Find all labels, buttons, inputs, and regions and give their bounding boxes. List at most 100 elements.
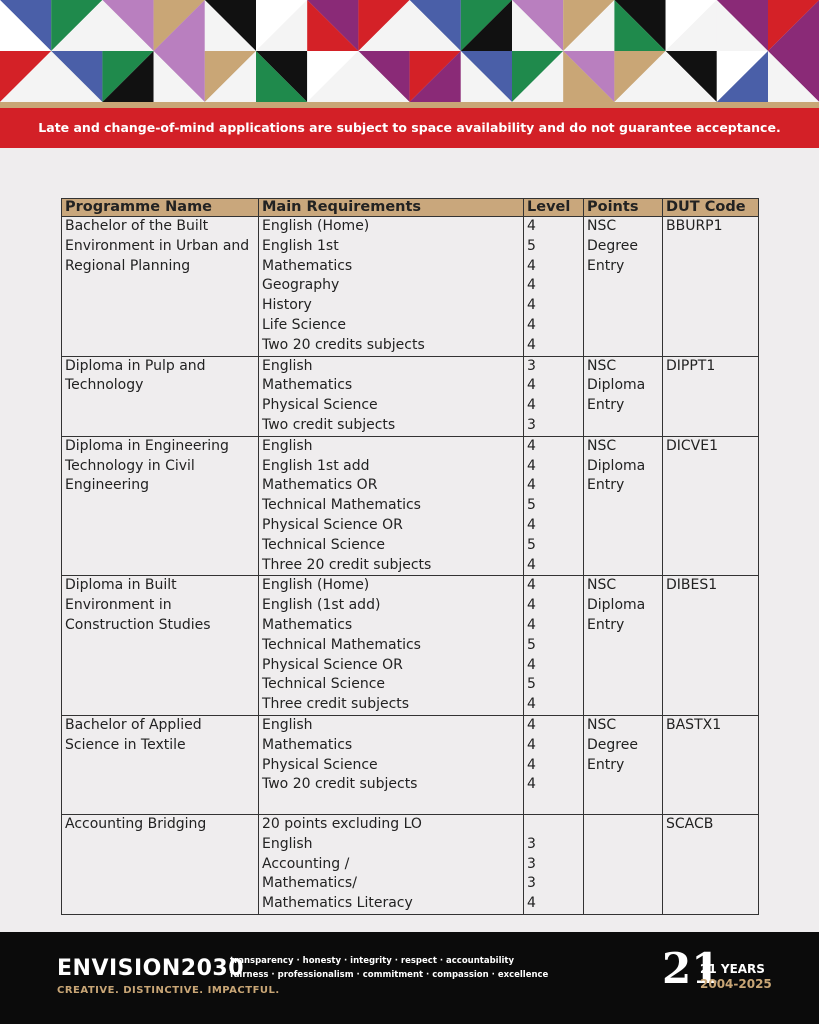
values-line: fairness · professionalism · commitment … (230, 970, 549, 980)
level: 4 (527, 397, 536, 414)
points: NSC Diploma Entry (583, 355, 663, 437)
triangle (512, 51, 564, 102)
requirement: English 1st add (262, 457, 370, 474)
banner-stripe (0, 102, 819, 108)
year-span: 2004-2025 (700, 977, 772, 991)
triangle (614, 51, 666, 102)
requirement: Mathematics (262, 377, 353, 394)
triangle (51, 0, 103, 51)
level: 4 (527, 297, 536, 314)
triangle (460, 0, 512, 51)
triangle (460, 51, 512, 102)
level: 4 (527, 716, 536, 733)
points (583, 813, 663, 915)
requirements-cell: English Mathematics Physical Science Two cr… (258, 355, 524, 437)
column-header: Level (523, 198, 584, 217)
requirement: English (262, 835, 313, 852)
table-row: Diploma in Built Environment in Construc… (61, 575, 759, 716)
column-header: Main Requirements (258, 198, 524, 217)
footer: ENVISION2030 transparency · honesty · in… (0, 932, 819, 1024)
level: 4 (527, 277, 536, 294)
level: 4 (527, 577, 536, 594)
level: 4 (527, 597, 536, 614)
triangle (307, 0, 359, 51)
points: NSC Degree Entry (583, 714, 663, 815)
requirement: Two 20 credits subjects (262, 336, 425, 353)
requirement: Accounting / (262, 855, 350, 872)
requirement: Mathematics/ (262, 875, 357, 892)
requirement: Mathematics Literacy (262, 895, 413, 912)
slogan: CREATIVE. DISTINCTIVE. IMPACTFUL. (57, 985, 280, 996)
table-row: Diploma in Engineering Technology in Civ… (61, 435, 759, 577)
level: 4 (527, 656, 536, 673)
triangle (153, 0, 205, 51)
dut-code: SCACB (662, 813, 759, 915)
level: 5 (527, 536, 536, 553)
level: 5 (527, 636, 536, 653)
column-header: DUT Code (662, 198, 759, 217)
triangle (256, 0, 308, 51)
level-cell: 3 4 4 3 (523, 355, 584, 437)
triangle (102, 51, 154, 102)
programme-name: Bachelor of the Built Environment in Urb… (61, 216, 259, 357)
triangle (512, 51, 564, 102)
banner-pattern (0, 0, 819, 102)
requirements-cell: English Mathematics Physical Science Two 20… (258, 714, 524, 815)
triangle (665, 51, 717, 102)
programme-name: Diploma in Pulp and Technology (61, 355, 259, 437)
triangle (51, 51, 103, 102)
requirement: Physical Science OR (262, 656, 403, 673)
triangle (0, 51, 52, 102)
values-line: transparency · honesty · integrity · res… (230, 956, 515, 966)
level: 4 (527, 756, 536, 773)
programme-name: Diploma in Engineering Technology in Civ… (61, 435, 259, 577)
triangle (204, 0, 256, 51)
dut-code: BASTX1 (662, 714, 759, 815)
requirements-cell: English (Home) English (1st add) Mathemati… (258, 575, 524, 716)
requirement: English (Home) (262, 218, 370, 234)
triangle (204, 51, 256, 102)
triangle (307, 0, 359, 51)
requirement: Technical Mathematics (262, 636, 421, 653)
requirement: Two 20 credit subjects (262, 776, 418, 793)
triangle (512, 0, 564, 51)
triangle (716, 51, 768, 102)
triangle (563, 0, 615, 51)
requirement: Two credit subjects (262, 416, 396, 433)
programme-name: Accounting Bridging (61, 813, 259, 915)
level: 3 (527, 416, 536, 433)
level-cell: 4 4 4 5 4 5 4 (523, 575, 584, 716)
triangle (409, 0, 461, 51)
triangle (102, 0, 154, 51)
triangle (204, 0, 256, 51)
requirement: Mathematics (262, 736, 353, 753)
triangle (153, 51, 205, 102)
points: NSC Diploma Entry (583, 575, 663, 716)
requirements-cell: 20 points excluding LO English Accounting … (258, 813, 524, 915)
table-row: Accounting Bridging 20 points excluding L… (61, 813, 759, 915)
triangle (409, 0, 461, 51)
requirement: English 1st (262, 237, 339, 254)
triangle (307, 51, 359, 102)
level: 5 (527, 497, 536, 514)
triangle (512, 0, 564, 51)
requirement: Mathematics OR (262, 477, 378, 494)
requirements-cell: English English 1st add Mathematics OR Tech… (258, 435, 524, 577)
triangle (768, 0, 819, 51)
requirement: English (262, 357, 313, 374)
requirement: English (1st add) (262, 597, 381, 614)
triangle (665, 51, 717, 102)
table-row: Diploma in Pulp and Technology English Mat… (61, 355, 759, 437)
level: 4 (527, 616, 536, 633)
level: 4 (527, 776, 536, 793)
requirement: Three credit subjects (262, 696, 410, 713)
requirement: Technical Mathematics (262, 497, 421, 514)
requirement: Life Science (262, 316, 346, 333)
level: 4 (527, 556, 536, 573)
level: 4 (527, 516, 536, 533)
triangle (716, 51, 768, 102)
requirement: Physical Science OR (262, 516, 403, 533)
dut-code: DICVE1 (662, 435, 759, 577)
years: 21 YEARS (700, 962, 765, 976)
requirement: Mathematics (262, 257, 353, 274)
